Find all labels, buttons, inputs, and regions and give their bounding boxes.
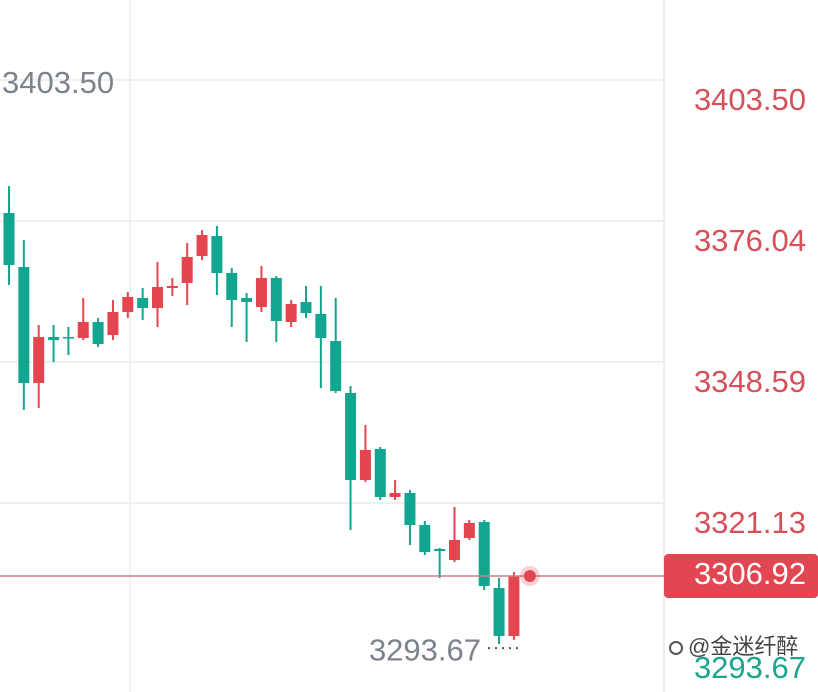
watermark-icon (669, 641, 683, 655)
candle-body (255, 278, 267, 308)
candle-body (300, 301, 312, 314)
candle-body (62, 337, 74, 339)
candle-body (463, 522, 475, 538)
low-axis-label: 3293.67 (694, 650, 806, 685)
candle-body (508, 576, 520, 636)
candle-body (3, 213, 15, 266)
candle-body (137, 297, 149, 308)
candle-body (404, 492, 416, 525)
candle-body (493, 587, 505, 636)
candle-body (330, 341, 342, 391)
candle-body (18, 267, 30, 383)
low-label: 3293.67 (369, 632, 481, 667)
candle-body (122, 297, 134, 313)
candle-body (478, 522, 490, 586)
candle-body (226, 273, 238, 300)
candle-body (33, 337, 45, 383)
candle-body (211, 235, 223, 274)
candle-body (196, 235, 208, 257)
y-tick-label: 3403.50 (694, 82, 806, 117)
last-price-dot (523, 570, 536, 583)
candle-body (285, 303, 297, 323)
candle-body (181, 256, 193, 283)
candle-body (315, 314, 327, 338)
candle-body (166, 286, 178, 289)
last-price-label: 3306.92 (694, 556, 806, 591)
y-tick-label: 3321.13 (694, 505, 806, 540)
candle-body (419, 524, 431, 552)
candle-body (152, 286, 163, 308)
candle-body (77, 322, 89, 338)
candle-body (449, 539, 460, 561)
candle-body (359, 450, 371, 480)
y-tick-label: 3376.04 (694, 223, 806, 258)
candle-body (48, 337, 60, 340)
watermark: @金迷纤醉 (688, 634, 798, 659)
candle-body (270, 278, 282, 321)
candle-body (345, 392, 357, 480)
high-label: 3403.50 (2, 65, 114, 100)
candle-body (241, 297, 253, 302)
candle-body (389, 492, 401, 497)
y-tick-label: 3348.59 (694, 364, 806, 399)
candle-body (374, 448, 386, 497)
candle-body (92, 322, 104, 344)
candle-body (434, 548, 446, 551)
candle-body (107, 312, 119, 336)
last-price-box (664, 554, 818, 599)
